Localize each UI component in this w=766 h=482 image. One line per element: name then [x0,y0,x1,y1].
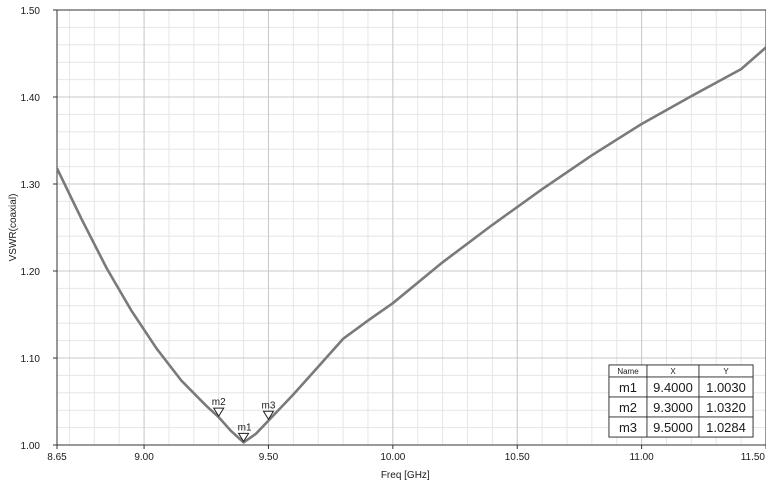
marker-table-cell: 9.5000 [653,420,693,435]
marker-table-header-x: X [670,367,676,376]
vswr-series-line [57,46,766,444]
marker-table-cell: 9.3000 [653,400,693,415]
plot-frame [56,9,766,446]
y-axis-title: VSWR(coaxial) [8,194,19,262]
x-tick-label: 11.50 [741,452,766,463]
x-tick-label: 9.50 [259,452,279,463]
x-tick-label: 8.65 [47,452,67,463]
axes-layer [53,9,766,449]
labels-layer: 8.65 9.00 9.50 10.00 10.50 11.00 11.50 1.00 1.10… [8,6,765,481]
marker-table-cell: m3 [619,420,637,435]
y-tick-label: 1.40 [21,93,41,104]
marker-layer: m1 m2 m3 [212,397,276,443]
series-layer [57,46,766,444]
marker-table-cell: m1 [619,380,637,395]
marker-m3-triangle [262,410,275,421]
y-tick-label: 1.20 [21,267,41,278]
marker-m3-label: m3 [262,400,276,411]
x-tick-label: 10.00 [380,452,405,463]
marker-table-cell-box [698,416,754,438]
x-tick-label: 10.50 [505,452,530,463]
marker-m2-triangle [212,407,225,418]
y-tick-label: 1.30 [21,180,41,191]
marker-table: Name X Ym1 9.4000 1.0030 m2 9.3000 1.0320 m3 9.50… [608,364,754,438]
y-tick-label: 1.10 [21,354,41,365]
marker-table-cell: 1.0030 [706,380,746,395]
y-tick-label: 1.00 [21,441,41,452]
marker-table-header-name: Name [617,367,639,376]
marker-table-cell: 1.0320 [706,400,746,415]
marker-m1-label: m1 [238,422,252,433]
x-tick-label: 11.00 [629,452,654,463]
y-tick-label: 1.50 [21,6,41,17]
x-axis-title: Freq [GHz] [381,470,430,481]
marker-m1-triangle [237,432,250,443]
marker-table-cell: 1.0284 [706,420,746,435]
x-tick-label: 9.00 [134,452,154,463]
marker-table-header-y: Y [723,367,729,376]
marker-table-cell: m2 [619,400,637,415]
marker-table-cell: 9.4000 [653,380,693,395]
marker-m2-label: m2 [212,397,226,408]
